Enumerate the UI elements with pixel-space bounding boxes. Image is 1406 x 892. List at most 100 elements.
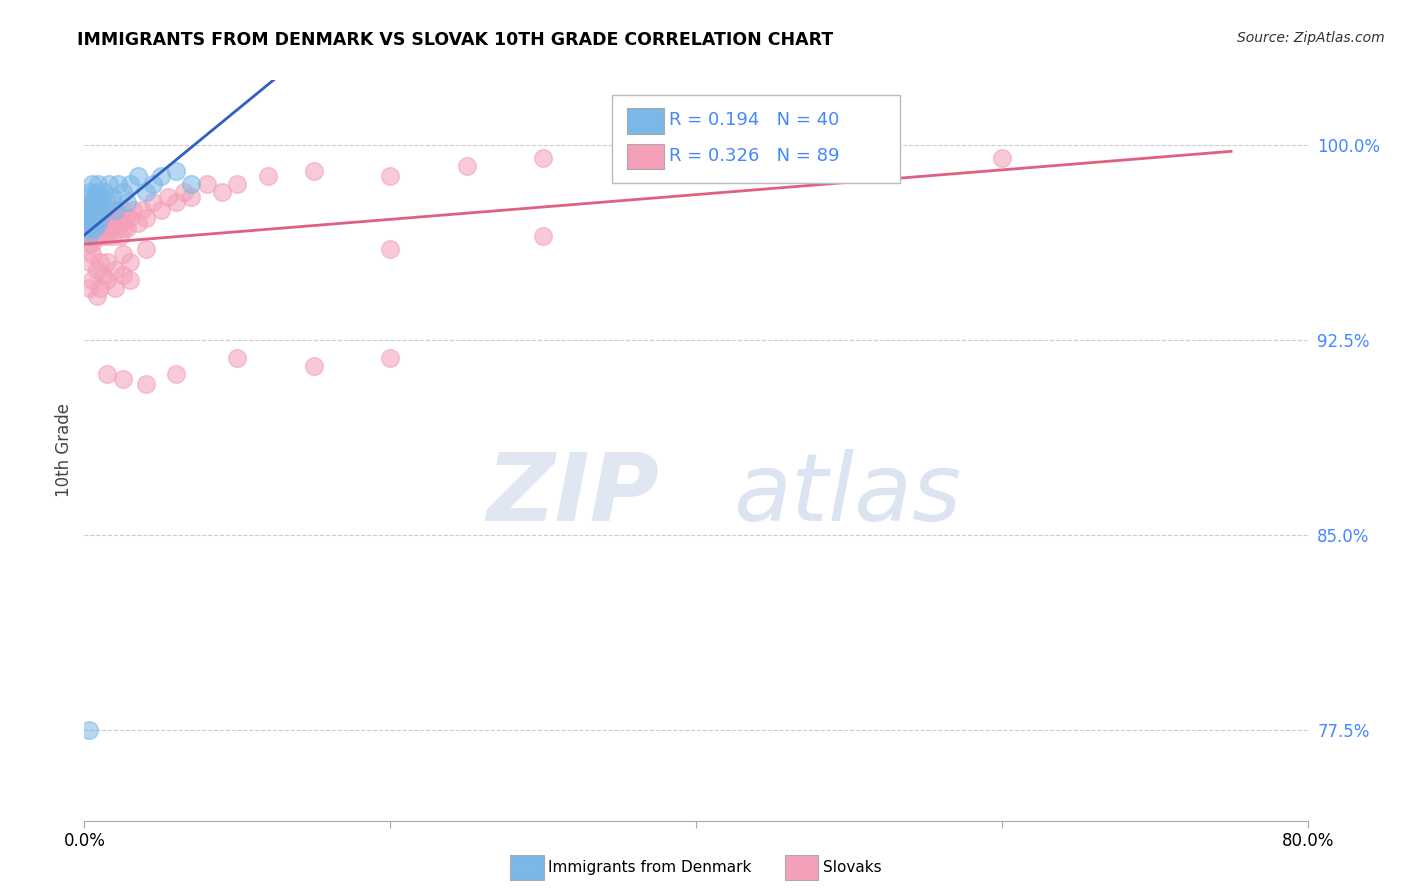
Y-axis label: 10th Grade: 10th Grade [55, 403, 73, 498]
Point [149, 203, 172, 218]
Point [105, 221, 128, 235]
Point [80, 273, 103, 287]
Point [77, 723, 100, 737]
Point [89, 281, 111, 295]
Point [107, 211, 129, 225]
Point [79, 211, 101, 225]
Point [86, 263, 108, 277]
Point [84, 190, 107, 204]
Point [456, 159, 478, 173]
Point [86, 289, 108, 303]
Point [101, 190, 124, 204]
Point [380, 242, 402, 256]
Point [122, 203, 145, 218]
Text: R = 0.194   N = 40: R = 0.194 N = 40 [669, 112, 839, 129]
Point [127, 216, 149, 230]
Point [302, 164, 325, 178]
Point [226, 351, 249, 366]
Point [257, 169, 280, 184]
Point [94, 229, 117, 244]
Text: R = 0.326   N = 89: R = 0.326 N = 89 [669, 147, 839, 165]
Text: Immigrants from Denmark: Immigrants from Denmark [548, 860, 752, 874]
Point [135, 377, 157, 392]
Text: atlas: atlas [733, 450, 960, 541]
Point [157, 190, 180, 204]
Point [75, 221, 97, 235]
Point [87, 203, 110, 218]
Text: Slovaks: Slovaks [823, 860, 882, 874]
Point [84, 229, 107, 244]
Point [83, 203, 105, 218]
Point [107, 177, 129, 191]
Point [165, 367, 187, 381]
Point [76, 221, 98, 235]
Point [79, 221, 101, 235]
Point [80, 177, 103, 191]
Point [96, 216, 118, 230]
Point [108, 229, 131, 244]
Point [115, 221, 138, 235]
Point [80, 221, 103, 235]
Point [120, 177, 142, 191]
Point [97, 221, 120, 235]
Point [531, 151, 554, 165]
Point [120, 273, 142, 287]
Point [131, 203, 153, 218]
Point [89, 211, 111, 225]
Text: ZIP: ZIP [486, 449, 659, 541]
Point [104, 203, 127, 218]
Point [120, 211, 142, 225]
Point [104, 203, 127, 218]
Point [76, 203, 98, 218]
Point [135, 211, 157, 225]
Point [89, 255, 111, 269]
Point [77, 195, 100, 210]
Point [77, 236, 100, 251]
Point [110, 216, 132, 230]
Point [173, 185, 195, 199]
Point [838, 159, 860, 173]
Point [83, 216, 105, 230]
Point [91, 221, 114, 235]
Point [380, 169, 402, 184]
Text: IMMIGRANTS FROM DENMARK VS SLOVAK 10TH GRADE CORRELATION CHART: IMMIGRANTS FROM DENMARK VS SLOVAK 10TH G… [77, 31, 834, 49]
Point [96, 255, 118, 269]
Point [96, 195, 118, 210]
Point [79, 185, 101, 199]
Point [115, 195, 138, 210]
Point [80, 195, 103, 210]
Point [84, 221, 107, 235]
Point [380, 351, 402, 366]
Point [991, 151, 1014, 165]
Point [142, 177, 165, 191]
Point [77, 216, 100, 230]
Point [195, 177, 218, 191]
Point [86, 211, 108, 225]
Point [180, 177, 202, 191]
Point [111, 203, 134, 218]
Point [76, 229, 98, 244]
Point [104, 281, 127, 295]
Point [114, 211, 136, 225]
Point [76, 203, 98, 218]
Point [80, 247, 103, 261]
Point [80, 203, 103, 218]
Point [96, 367, 118, 381]
Point [91, 203, 114, 218]
Point [79, 203, 101, 218]
Point [87, 229, 110, 244]
Point [77, 281, 100, 295]
Point [112, 221, 135, 235]
Point [77, 255, 100, 269]
Point [111, 185, 134, 199]
Point [89, 195, 111, 210]
Point [104, 263, 127, 277]
Point [89, 211, 111, 225]
Point [142, 195, 165, 210]
Point [120, 255, 142, 269]
Point [90, 229, 112, 244]
Point [127, 169, 149, 184]
Point [79, 229, 101, 244]
Point [135, 242, 157, 256]
Point [90, 195, 112, 210]
